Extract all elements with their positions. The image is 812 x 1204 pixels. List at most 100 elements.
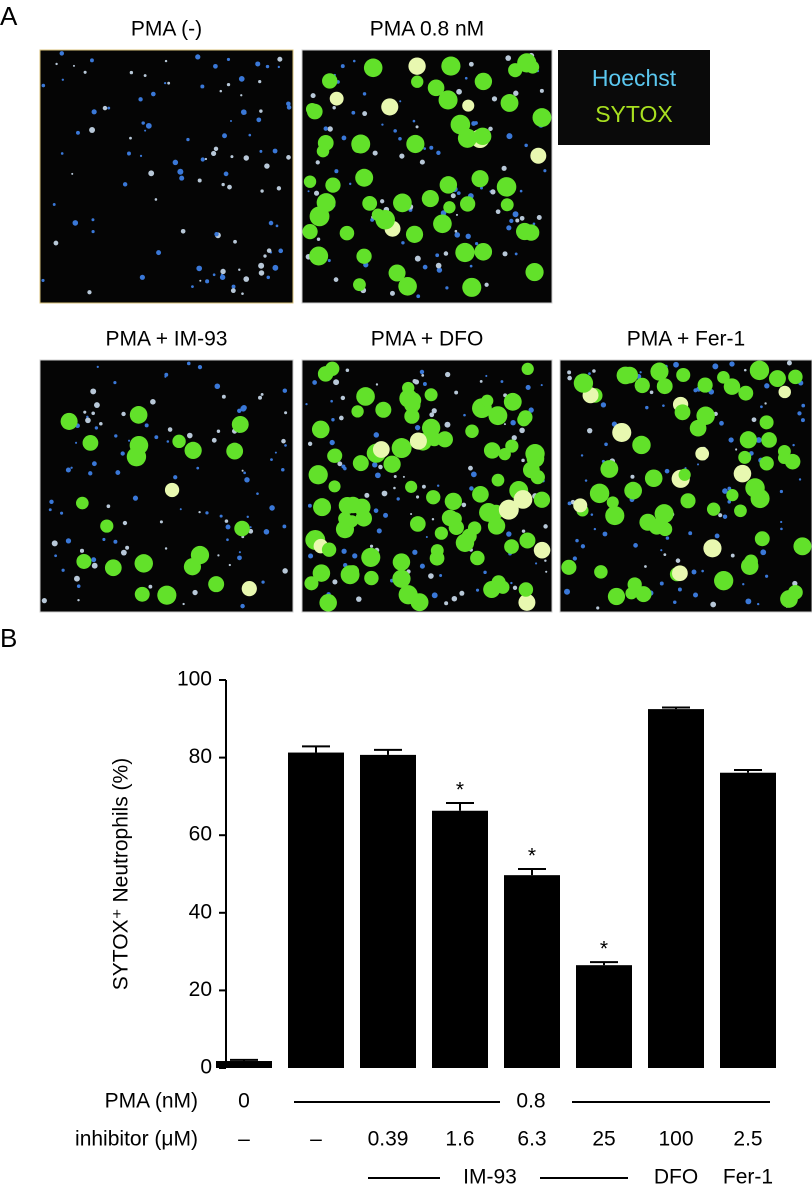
sytox-cell (473, 127, 492, 146)
sytox-cell (436, 431, 453, 448)
hoechst-cell (693, 592, 699, 598)
hoechst-cell (519, 215, 525, 221)
hoechst-cell (468, 465, 473, 471)
hoechst-cell (143, 74, 147, 78)
sytox-cell (402, 381, 415, 395)
hoechst-cell (730, 553, 735, 558)
sytox-cell (483, 442, 501, 459)
sytox-cell (674, 404, 691, 421)
hoechst-cell (219, 514, 223, 518)
hoechst-cell (88, 471, 93, 476)
sytox-cell (479, 503, 498, 522)
sytox-cell (76, 553, 92, 569)
hoechst-cell (211, 150, 217, 157)
hoechst-cell (630, 474, 635, 479)
hoechst-cell (91, 218, 95, 222)
hoechst-cell (501, 165, 507, 171)
hoechst-cell (519, 189, 523, 193)
hoechst-cell (256, 117, 262, 123)
hoechst-cell (540, 384, 543, 387)
hoechst-cell (277, 56, 283, 62)
sytox-cell (526, 449, 545, 468)
sytox-cell (372, 441, 390, 458)
hoechst-cell (102, 105, 108, 111)
hoechst-cell (180, 228, 186, 234)
panel-label: A (0, 1, 18, 31)
hoechst-cell (221, 394, 226, 399)
hoechst-cell (154, 435, 159, 440)
hoechst-cell (219, 89, 223, 93)
bar (432, 810, 488, 1068)
hoechst-cell (423, 147, 426, 150)
sytox-cell (351, 134, 371, 154)
hoechst-cell (688, 531, 693, 536)
hoechst-cell (144, 129, 147, 132)
hoechst-cell (780, 520, 783, 524)
hoechst-cell (443, 251, 449, 256)
hoechst-cell (74, 575, 80, 582)
sytox-cell (434, 526, 448, 540)
hoechst-cell (282, 388, 288, 393)
hoechst-cell (199, 279, 202, 282)
hoechst-cell (126, 151, 131, 156)
image-title: PMA + Fer-1 (627, 328, 745, 351)
hoechst-cell (213, 146, 219, 152)
hoechst-cell (233, 239, 237, 244)
sytox-cell (406, 134, 425, 154)
hoechst-cell (269, 505, 275, 511)
image-background (301, 49, 553, 304)
sytox-cell (467, 521, 482, 535)
hoechst-cell (801, 403, 806, 408)
hoechst-cell (444, 421, 451, 428)
sytox-cell (650, 362, 669, 381)
error-bar (662, 706, 690, 710)
hoechst-cell (159, 520, 163, 524)
hoechst-cell (644, 565, 647, 568)
sytox-cell (470, 550, 485, 566)
hoechst-cell (191, 285, 194, 288)
hoechst-cell (200, 157, 205, 162)
hoechst-cell (352, 553, 358, 559)
sytox-cell (761, 432, 777, 448)
sytox-cell (508, 63, 523, 78)
hoechst-cell (662, 404, 665, 407)
hoechst-cell (510, 420, 516, 426)
sytox-cell (654, 504, 674, 524)
hoechst-cell (212, 273, 216, 277)
sytox-cell (405, 225, 424, 243)
sytox-cell (525, 262, 544, 282)
hoechst-cell (416, 294, 421, 299)
hoechst-cell (243, 471, 246, 475)
sytox-cell (313, 498, 332, 517)
sytox-cell (392, 553, 411, 571)
sytox-cell (388, 264, 406, 282)
hoechst-cell (113, 381, 117, 385)
hoechst-cell (765, 574, 769, 578)
hoechst-cell (240, 405, 247, 412)
hoechst-cell (534, 562, 538, 565)
hoechst-cell (780, 527, 783, 531)
sytox-cell (364, 570, 379, 586)
hoechst-cell (148, 170, 155, 177)
hoechst-cell (362, 111, 368, 117)
hoechst-cell (375, 383, 379, 386)
hoechst-cell (332, 106, 336, 110)
hoechst-cell (372, 462, 378, 468)
sytox-cell (695, 446, 710, 461)
hoechst-cell (422, 264, 428, 270)
x-tick-label: 100 (658, 1128, 693, 1151)
hoechst-cell (511, 435, 517, 441)
hoechst-cell (590, 513, 594, 516)
hoechst-cell (214, 383, 221, 390)
sytox-cell (100, 519, 114, 533)
hoechst-cell (265, 64, 270, 69)
hoechst-cell (584, 479, 588, 482)
hoechst-cell (464, 76, 468, 80)
hoechst-cell (246, 515, 249, 519)
sytox-cell (500, 94, 519, 112)
hoechst-cell (513, 90, 519, 96)
sytox-cell (462, 277, 482, 297)
hoechst-cell (475, 242, 479, 246)
hoechst-cell (240, 94, 243, 97)
bar (720, 772, 776, 1068)
